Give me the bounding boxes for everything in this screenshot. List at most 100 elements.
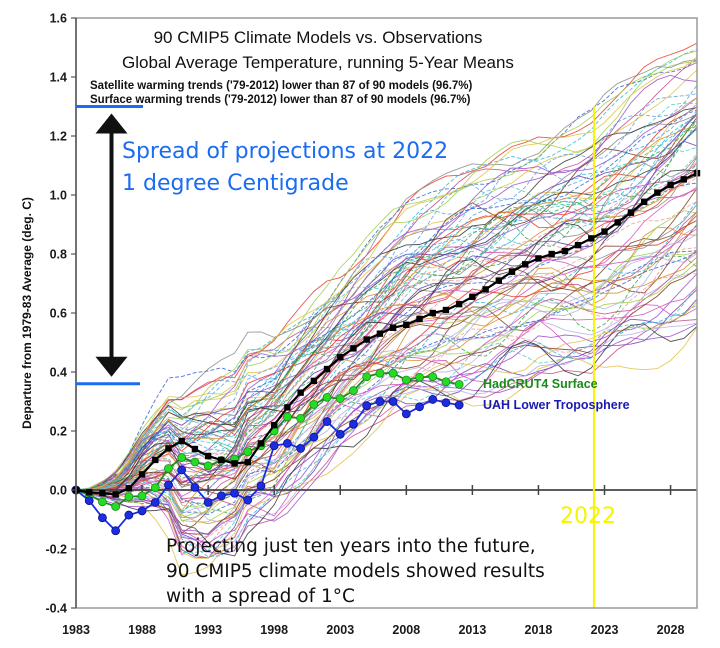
uah-lower-troposphere-point: [216, 491, 226, 501]
x-tick-label: 2028: [657, 623, 685, 637]
model-mean-point: [376, 330, 384, 337]
uah-lower-troposphere-point: [454, 400, 464, 410]
uah-lower-troposphere-point: [401, 409, 411, 419]
uah-lower-troposphere-point: [269, 441, 279, 451]
spread-annotation-line2: 1 degree Centigrade: [122, 171, 349, 196]
uah-lower-troposphere-point: [349, 419, 358, 429]
hadcrut4-surface-point: [98, 497, 107, 507]
uah-lower-troposphere-point: [190, 482, 200, 492]
y-tick-label: 0.2: [50, 425, 67, 439]
model-mean-point: [363, 336, 370, 343]
model-mean-point: [680, 176, 687, 183]
arrow-up-head-icon: [95, 113, 128, 134]
model-mean-point: [86, 489, 93, 496]
model-line: [75, 200, 698, 492]
model-mean-point: [614, 219, 621, 226]
model-mean-point: [244, 459, 251, 466]
hadcrut4-surface-point: [243, 447, 253, 457]
hadcrut4-surface-point: [428, 372, 438, 382]
footer-annotation-line1: Projecting just ten years into the futur…: [166, 536, 536, 557]
x-tick-label: 2008: [392, 623, 420, 637]
uah-lower-troposphere-point: [309, 432, 319, 442]
model-mean-point: [152, 456, 159, 464]
uah-lower-troposphere-point: [362, 401, 372, 411]
model-mean-point: [284, 404, 291, 411]
hadcrut4-surface-point: [296, 413, 306, 423]
hadcrut4-surface-point: [454, 379, 464, 389]
model-mean-point: [654, 189, 661, 196]
hadcrut4-surface-point: [309, 400, 319, 409]
year-2022-label: 2022: [560, 504, 616, 529]
model-mean-point: [125, 485, 133, 492]
model-mean-point: [455, 300, 463, 308]
uah-lower-troposphere-point: [296, 444, 306, 453]
uah-lower-troposphere-point: [243, 495, 253, 505]
uah-lower-troposphere-point: [335, 429, 345, 439]
x-tick-label: 1988: [128, 623, 156, 637]
model-mean-point: [548, 250, 555, 258]
model-mean-point: [535, 255, 542, 262]
uah-lower-troposphere-point: [150, 497, 160, 507]
model-mean-point: [469, 293, 476, 300]
hadcrut4-surface-point: [375, 368, 385, 378]
uah-lower-troposphere-point: [375, 397, 385, 406]
model-mean-point: [442, 306, 450, 314]
uah-lower-troposphere-point: [164, 480, 173, 490]
hadcrut4-surface-point: [150, 483, 160, 493]
chart-title: 90 CMIP5 Climate Models vs. Observations: [154, 28, 483, 47]
y-axis-label: Departure from 1979-83 Average (deg. C): [20, 197, 34, 429]
x-tick-label: 2018: [525, 623, 553, 637]
hadcrut4-surface-point: [137, 491, 147, 501]
y-tick-label: 0.6: [50, 307, 67, 321]
model-mean-point: [204, 452, 212, 460]
model-mean-point: [627, 209, 635, 216]
model-mean-point: [99, 490, 106, 497]
hadcrut4-surface-point: [164, 464, 173, 473]
y-tick-label: 1.4: [50, 71, 67, 85]
hadcrut4-surface-point: [335, 394, 345, 403]
model-line: [75, 109, 698, 491]
model-mean-point: [138, 471, 146, 478]
model-mean-point: [297, 389, 304, 396]
x-ticks: 1983 1988 1993 1998 2003 2008 2013 2018 2023 2028: [62, 623, 684, 637]
uah-lower-troposphere-point: [84, 496, 94, 506]
model-mean-point: [350, 345, 357, 352]
hadcrut4-surface-point: [111, 502, 121, 511]
uah-lower-troposphere-point: [230, 488, 239, 498]
x-tick-label: 1983: [62, 623, 90, 637]
model-line: [75, 164, 698, 492]
model-mean-point: [574, 241, 582, 249]
model-mean-point: [416, 315, 423, 323]
chart-subtitle: Global Average Temperature, running 5-Ye…: [122, 53, 514, 72]
model-line: [75, 103, 698, 493]
model-mean-point: [588, 235, 595, 242]
model-mean-point: [257, 440, 265, 447]
model-line: [75, 176, 698, 491]
hadcrut4-surface-point: [441, 377, 451, 387]
y-tick-label: -0.4: [45, 602, 67, 616]
model-mean-point: [522, 261, 529, 268]
uah-lower-troposphere-point: [415, 402, 424, 412]
y-tick-label: 1.0: [50, 189, 67, 203]
model-mean-point: [231, 460, 238, 467]
uah-lower-troposphere-point: [428, 395, 438, 404]
hadcrut4-surface-point: [362, 372, 372, 382]
spread-indicator: [76, 105, 143, 386]
hadcrut4-surface-point: [190, 457, 200, 467]
legend-hadcrut: HadCRUT4 Surface: [483, 377, 598, 391]
hadcrut4-surface-point: [177, 453, 187, 462]
model-mean-point: [165, 445, 172, 452]
model-mean-point: [323, 365, 331, 373]
uah-lower-troposphere-point: [283, 438, 292, 448]
surface-note: Surface warming trends ('79-2012) lower …: [90, 94, 471, 106]
y-ticks: -0.4 -0.2 0.0 0.2 0.4 0.6 0.8 1.0 1.2 1.4 1.6: [45, 12, 76, 616]
observation-series: [71, 169, 701, 536]
model-mean-point: [112, 491, 119, 498]
x-tick-label: 1993: [194, 623, 222, 637]
model-mean-point: [337, 354, 344, 361]
x-tick-label: 2023: [591, 623, 619, 637]
model-mean-point: [495, 277, 503, 284]
model-mean-point: [640, 198, 648, 205]
footer-annotation-line2: 90 CMIP5 climate models showed results: [166, 561, 545, 582]
